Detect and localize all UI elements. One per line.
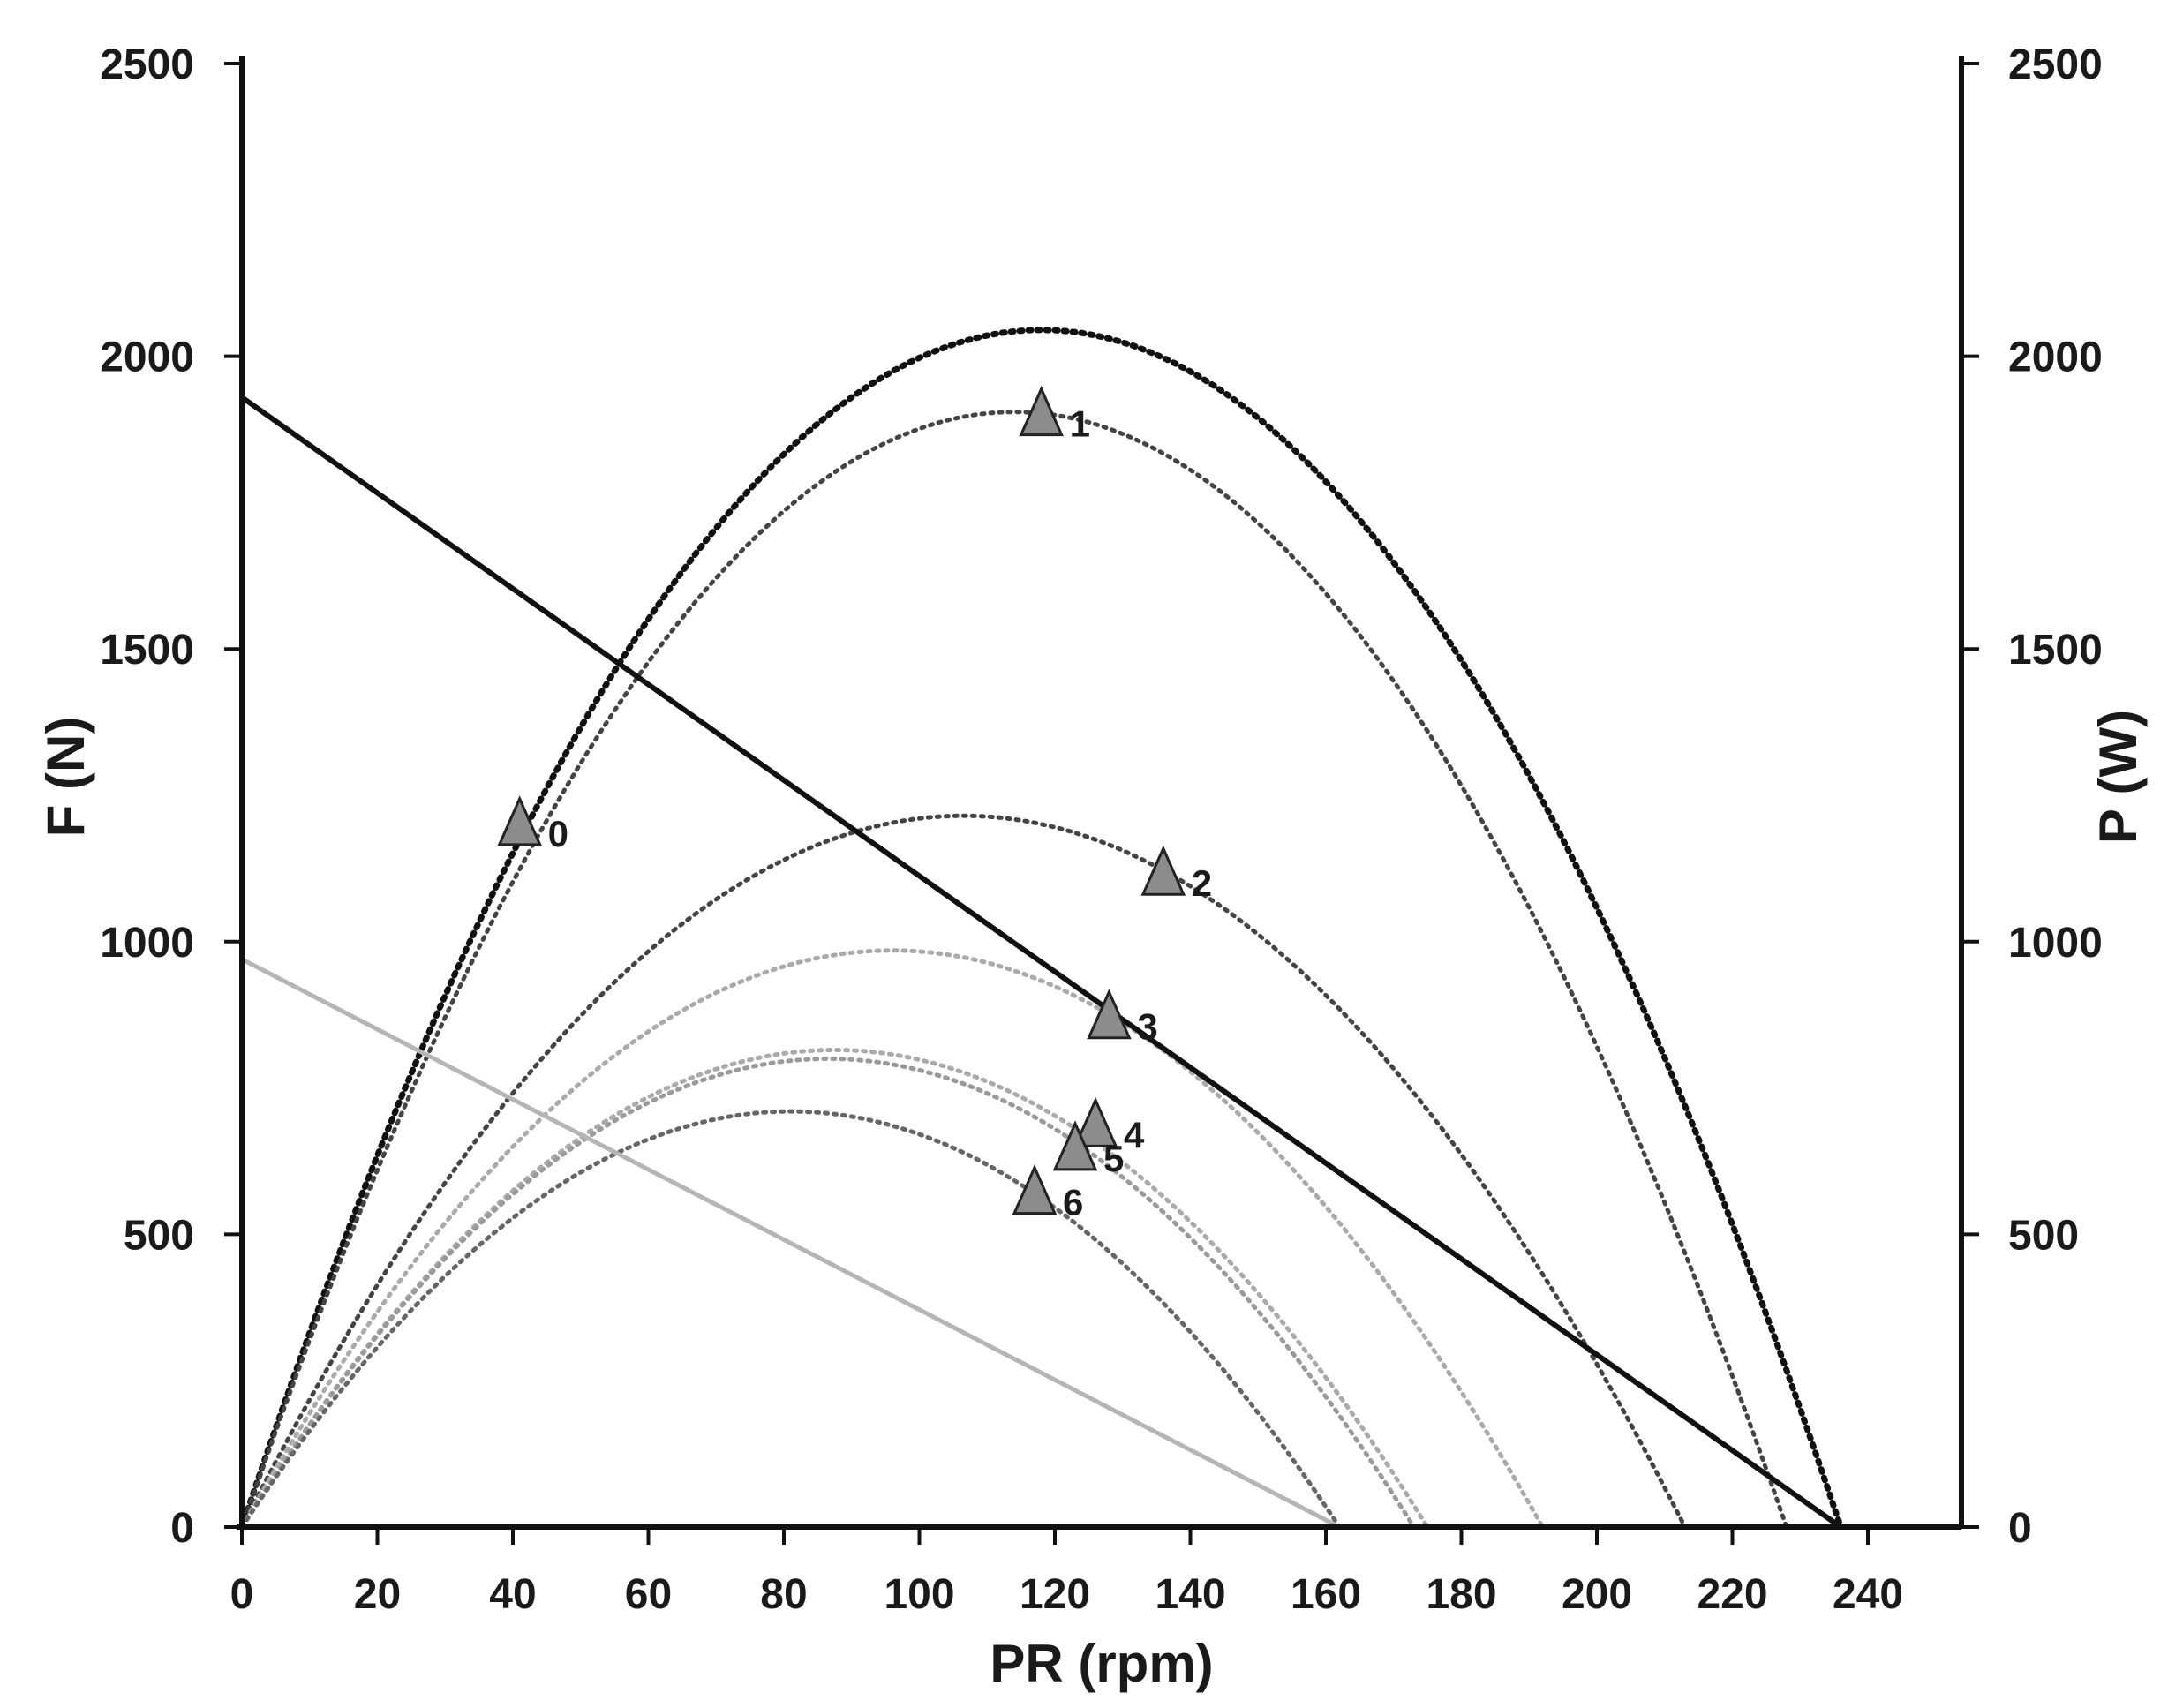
left-y-axis-title: F (N)	[36, 717, 95, 838]
x-tick-label: 240	[1833, 1571, 1903, 1618]
x-tick-label: 200	[1562, 1571, 1632, 1618]
power-curve-5	[239, 1056, 1417, 1530]
left-y-tick-label: 2500	[100, 41, 194, 88]
data-point-label-4: 4	[1124, 1114, 1145, 1155]
data-point-label-6: 6	[1063, 1182, 1083, 1223]
x-tick-label: 220	[1697, 1571, 1767, 1618]
x-tick-label: 180	[1426, 1571, 1496, 1618]
x-axis-title: PR (rpm)	[990, 1634, 1213, 1693]
left-y-tick-label: 500	[124, 1212, 194, 1259]
x-tick-label: 0	[230, 1571, 254, 1618]
x-tick-label: 140	[1155, 1571, 1225, 1618]
data-point-label-3: 3	[1137, 1006, 1157, 1048]
power-curve-3	[239, 948, 1546, 1530]
left-y-tick-label: 2000	[100, 335, 194, 381]
data-point-label-5: 5	[1103, 1138, 1124, 1179]
data-point-6	[1012, 1163, 1058, 1215]
data-point-1	[1019, 385, 1064, 437]
data-point-label-0: 0	[548, 813, 568, 854]
power-curves	[238, 327, 1844, 1531]
x-tick-label: 20	[354, 1571, 401, 1618]
data-point-2	[1140, 845, 1186, 896]
data-point-5	[1052, 1120, 1098, 1171]
x-tick-label: 120	[1020, 1571, 1090, 1618]
data-point-4	[1073, 1096, 1118, 1147]
force-line-1	[240, 957, 1341, 1530]
x-tick-label: 160	[1291, 1571, 1361, 1618]
power-curve-2	[239, 813, 1688, 1530]
data-point-label-2: 2	[1192, 862, 1212, 904]
data-point-0	[497, 795, 542, 846]
right-y-tick-label: 2000	[2008, 335, 2103, 381]
data-points: 0 1 2 3 456	[497, 385, 1212, 1223]
x-tick-label: 60	[625, 1571, 672, 1618]
data-point-label-1: 1	[1070, 403, 1090, 445]
x-tick-label: 80	[760, 1571, 807, 1618]
x-tick-label: 40	[489, 1571, 536, 1618]
axes	[237, 56, 1964, 1530]
x-tick-label: 100	[884, 1571, 954, 1618]
right-y-tick-label: 1500	[2008, 627, 2103, 673]
right-y-tick-label: 2500	[2008, 41, 2103, 88]
left-y-tick-label: 1500	[100, 627, 194, 673]
right-y-tick-label: 0	[2008, 1505, 2032, 1552]
left-y-tick-label: 1000	[100, 920, 194, 967]
right-y-axis-title: P (W)	[2089, 710, 2148, 844]
power-curve-0	[238, 327, 1844, 1531]
left-y-tick-label: 0	[170, 1505, 194, 1552]
power-curve-6	[239, 1109, 1342, 1530]
right-y-tick-label: 500	[2008, 1212, 2079, 1259]
force-lines	[240, 395, 1843, 1530]
power-curve-1	[239, 410, 1789, 1530]
power-curve-4	[239, 1047, 1430, 1530]
right-y-tick-label: 1000	[2008, 920, 2103, 967]
ticks: 0 20 40 60 80 100 120 140 160 180 200 220 2400500100…	[100, 41, 2103, 1618]
data-point-3	[1087, 988, 1132, 1040]
force-line-0	[240, 395, 1843, 1530]
